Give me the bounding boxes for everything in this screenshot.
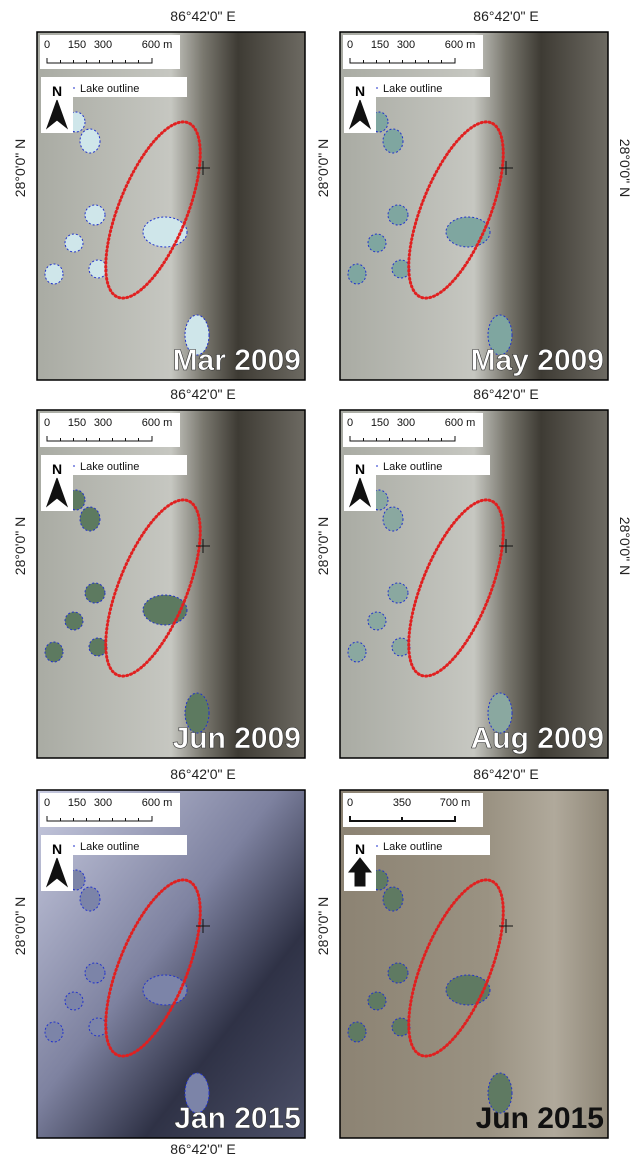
- lake-outline: [388, 205, 408, 225]
- legend-text: Lake outline: [383, 461, 442, 473]
- scale-label: 150: [68, 417, 86, 429]
- latitude-label: 28°0'0" N: [12, 517, 28, 575]
- scale-label: 600 m: [142, 39, 173, 51]
- map-panel: 0 150 300 600 m Lake outline N Mar 2009 86°42'0…: [12, 8, 305, 380]
- page: {"panels": [ {"date": "Mar 2009", "lon_l…: [0, 0, 632, 1167]
- lake-outline: [65, 612, 83, 630]
- scale-label: 0: [347, 417, 353, 429]
- latitude-label-right: 28°0'0" N: [617, 139, 632, 197]
- lake-outline: [45, 264, 63, 284]
- latitude-label-right: 28°0'0" N: [617, 517, 632, 575]
- date-label: Jan 2015: [174, 1102, 301, 1135]
- lake-outline: [348, 264, 366, 284]
- lake-outline: [85, 583, 105, 603]
- lake-outline: [85, 963, 105, 983]
- map-panel: 0 150 300 600 m Lake outline N Aug 2009 86°42'0…: [315, 386, 632, 758]
- map-panel: 0 150 300 600 m Lake outline N May 2009 86°42'0…: [315, 8, 632, 380]
- longitude-label: 86°42'0" E: [473, 766, 538, 782]
- scale-label: 300: [94, 39, 112, 51]
- scale-label: 300: [94, 797, 112, 809]
- lake-outline: [368, 992, 386, 1010]
- map-panel: 0 150 300 600 m Lake outline N Jan 2015 86°42'0…: [12, 766, 305, 1157]
- lake-outline: [80, 507, 100, 531]
- longitude-label: 86°42'0" E: [170, 766, 235, 782]
- map-panel: 0 150 300 600 m Lake outline N Jun 2009 86°42'0…: [12, 386, 305, 758]
- north-label: N: [355, 841, 365, 857]
- north-label: N: [355, 83, 365, 99]
- lake-outline: [392, 260, 410, 278]
- scale-label: 0: [44, 797, 50, 809]
- scale-label: 600 m: [142, 797, 173, 809]
- lake-outline: [392, 638, 410, 656]
- lake-outline: [392, 1018, 410, 1036]
- lake-outline: [80, 129, 100, 153]
- figure: 0 150 300 600 m Lake outline N Mar 2009 86°42'0…: [0, 0, 632, 1167]
- scale-label: 700 m: [440, 797, 471, 809]
- longitude-label: 86°42'0" E: [473, 386, 538, 402]
- scale-label: 300: [397, 39, 415, 51]
- north-label: N: [52, 841, 62, 857]
- scale-label: 0: [347, 39, 353, 51]
- north-label: N: [52, 83, 62, 99]
- scale-label: 600 m: [142, 417, 173, 429]
- lake-outline: [348, 642, 366, 662]
- lake-outline: [383, 887, 403, 911]
- lake-outline: [383, 129, 403, 153]
- legend-text: Lake outline: [80, 841, 139, 853]
- lake-outline: [368, 234, 386, 252]
- lake-outline: [89, 638, 107, 656]
- north-label: N: [52, 461, 62, 477]
- legend-text: Lake outline: [383, 83, 442, 95]
- map-panel: 0 350 700 m Lake outline N Jun 2015 86°42'0" E…: [315, 766, 608, 1138]
- scale-label: 600 m: [445, 39, 476, 51]
- scale-label: 600 m: [445, 417, 476, 429]
- scale-label: 150: [68, 39, 86, 51]
- longitude-label-bottom: 86°42'0" E: [170, 1141, 235, 1157]
- scale-label: 0: [44, 39, 50, 51]
- scale-label: 150: [68, 797, 86, 809]
- lake-outline: [348, 1022, 366, 1042]
- north-label: N: [355, 461, 365, 477]
- lake-outline: [89, 260, 107, 278]
- lake-outline: [45, 1022, 63, 1042]
- lake-outline: [388, 963, 408, 983]
- scale-label: 150: [371, 417, 389, 429]
- date-label: May 2009: [471, 344, 604, 377]
- date-label: Mar 2009: [173, 344, 301, 377]
- lake-outline: [89, 1018, 107, 1036]
- lake-outline: [388, 583, 408, 603]
- lake-outline: [383, 507, 403, 531]
- date-label: Aug 2009: [471, 722, 604, 755]
- lake-outline: [45, 642, 63, 662]
- latitude-label: 28°0'0" N: [12, 897, 28, 955]
- scale-label: 0: [44, 417, 50, 429]
- scale-label: 300: [397, 417, 415, 429]
- legend-text: Lake outline: [80, 83, 139, 95]
- latitude-label: 28°0'0" N: [315, 897, 331, 955]
- latitude-label: 28°0'0" N: [315, 139, 331, 197]
- scale-label: 300: [94, 417, 112, 429]
- legend-text: Lake outline: [383, 841, 442, 853]
- legend-text: Lake outline: [80, 461, 139, 473]
- lake-outline: [65, 992, 83, 1010]
- scale-label: 0: [347, 797, 353, 809]
- scale-label: 150: [371, 39, 389, 51]
- date-label: Jun 2015: [476, 1102, 604, 1135]
- longitude-label: 86°42'0" E: [473, 8, 538, 24]
- lake-outline: [85, 205, 105, 225]
- scale-label: 350: [393, 797, 411, 809]
- latitude-label: 28°0'0" N: [315, 517, 331, 575]
- date-label: Jun 2009: [173, 722, 301, 755]
- lake-outline: [368, 612, 386, 630]
- lake-outline: [65, 234, 83, 252]
- lake-outline: [80, 887, 100, 911]
- latitude-label: 28°0'0" N: [12, 139, 28, 197]
- longitude-label: 86°42'0" E: [170, 386, 235, 402]
- longitude-label: 86°42'0" E: [170, 8, 235, 24]
